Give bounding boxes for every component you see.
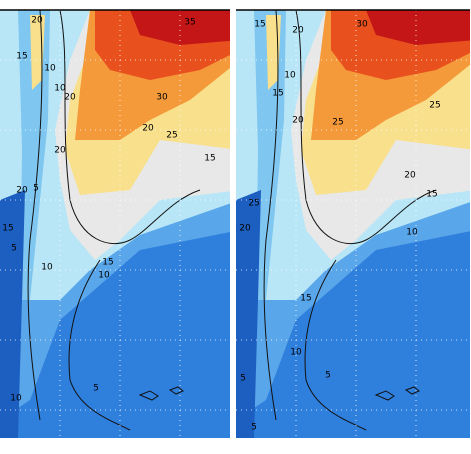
- contour-label: 10: [98, 271, 110, 281]
- contour-label: 25: [332, 118, 343, 128]
- contour-label: 5: [33, 184, 39, 194]
- contour-label: 25: [429, 101, 440, 111]
- contour-label: 20: [292, 116, 304, 126]
- contour-label: 20: [239, 224, 251, 234]
- contour-label: 15: [102, 258, 113, 268]
- contour-label: 15: [426, 190, 437, 200]
- contour-label: 20: [16, 186, 28, 196]
- contour-label: 5: [251, 423, 257, 433]
- contour-label: 5: [325, 371, 331, 381]
- contour-label: 35: [184, 18, 195, 28]
- contour-label: 10: [54, 84, 66, 94]
- contour-label: 10: [290, 348, 302, 358]
- contour-label: 10: [284, 71, 296, 81]
- contour-label: 15: [16, 52, 27, 62]
- contour-label: 10: [44, 64, 56, 74]
- contour-label: 20: [31, 16, 43, 26]
- contour-label: 15: [272, 89, 283, 99]
- contour-label: 15: [2, 224, 13, 234]
- contour-label: 20: [64, 93, 76, 103]
- contour-label: 5: [240, 374, 246, 384]
- contour-label: 15: [254, 20, 265, 30]
- contour-label: 25: [166, 131, 177, 141]
- right-panel: [236, 10, 470, 438]
- contour-label: 10: [406, 228, 418, 238]
- contour-label: 20: [142, 124, 154, 134]
- contour-label: 15: [204, 154, 215, 164]
- contour-label: 20: [54, 146, 66, 156]
- left-panel: [0, 10, 230, 438]
- contour-label: 10: [10, 394, 22, 404]
- contour-label: 10: [41, 263, 53, 273]
- contour-label: 20: [292, 26, 304, 36]
- contour-label: 30: [156, 93, 168, 103]
- contour-label: 25: [248, 199, 259, 209]
- contour-label: 15: [300, 294, 311, 304]
- contour-label: 30: [356, 20, 368, 30]
- contour-label: 5: [11, 244, 17, 254]
- contour-label: 20: [404, 171, 416, 181]
- contour-label: 5: [93, 384, 99, 394]
